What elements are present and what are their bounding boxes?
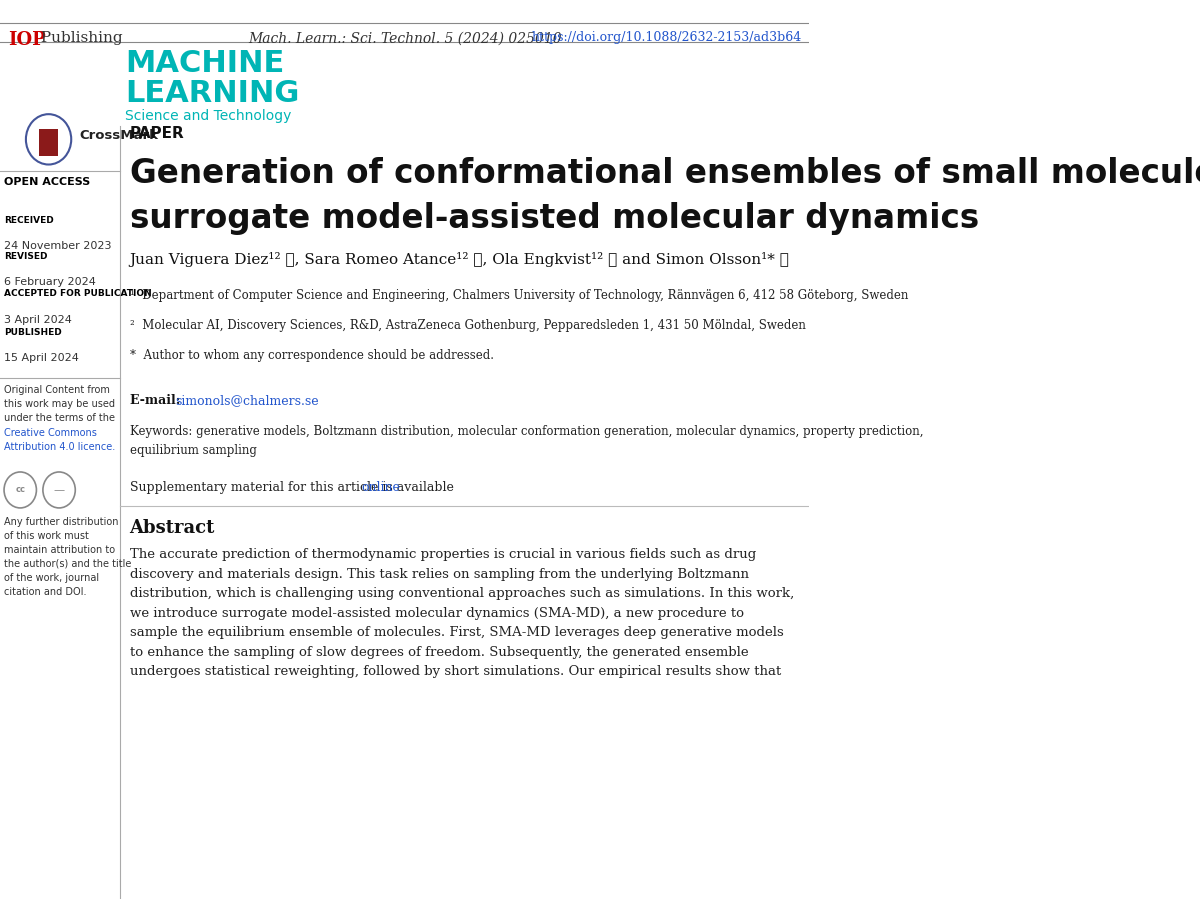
FancyBboxPatch shape xyxy=(38,129,59,156)
Text: https://doi.org/10.1088/2632-2153/ad3b64: https://doi.org/10.1088/2632-2153/ad3b64 xyxy=(532,31,802,44)
Text: PUBLISHED: PUBLISHED xyxy=(4,328,61,337)
Text: CrossMark: CrossMark xyxy=(79,129,158,142)
Text: 6 February 2024: 6 February 2024 xyxy=(4,277,96,287)
Text: —: — xyxy=(54,485,65,495)
Text: ¹  Department of Computer Science and Engineering, Chalmers University of Techno: ¹ Department of Computer Science and Eng… xyxy=(130,289,908,302)
Text: The accurate prediction of thermodynamic properties is crucial in various fields: The accurate prediction of thermodynamic… xyxy=(130,548,793,679)
Text: Abstract: Abstract xyxy=(130,519,215,537)
Text: Any further distribution
of this work must
maintain attribution to
the author(s): Any further distribution of this work mu… xyxy=(4,517,132,597)
Text: RECEIVED: RECEIVED xyxy=(4,216,54,225)
Text: OPEN ACCESS: OPEN ACCESS xyxy=(4,177,90,187)
Text: PAPER: PAPER xyxy=(130,126,185,141)
Text: Original Content from
this work may be used
under the terms of the: Original Content from this work may be u… xyxy=(4,385,115,437)
Text: Mach. Learn.: Sci. Technol. 5 (2024) 025010: Mach. Learn.: Sci. Technol. 5 (2024) 025… xyxy=(248,31,562,46)
Text: ²  Molecular AI, Discovery Sciences, R&D, AstraZeneca Gothenburg, Pepparedsleden: ² Molecular AI, Discovery Sciences, R&D,… xyxy=(130,319,805,332)
Text: cc: cc xyxy=(16,485,25,494)
Text: Generation of conformational ensembles of small molecules via: Generation of conformational ensembles o… xyxy=(130,157,1200,191)
Text: 24 November 2023: 24 November 2023 xyxy=(4,241,112,251)
Text: Publishing: Publishing xyxy=(36,31,124,46)
Text: Creative Commons
Attribution 4.0 licence.: Creative Commons Attribution 4.0 licence… xyxy=(4,428,115,452)
Text: IOP: IOP xyxy=(8,31,46,49)
Text: 3 April 2024: 3 April 2024 xyxy=(4,315,72,325)
Text: Juan Viguera Diez¹² ⓔ, Sara Romeo Atance¹² ⓔ, Ola Engkvist¹² ⓔ and Simon Olsson¹: Juan Viguera Diez¹² ⓔ, Sara Romeo Atance… xyxy=(130,252,790,267)
Text: ACCEPTED FOR PUBLICATION: ACCEPTED FOR PUBLICATION xyxy=(4,289,151,298)
Text: Science and Technology: Science and Technology xyxy=(126,109,292,123)
Text: Keywords: generative models, Boltzmann distribution, molecular conformation gene: Keywords: generative models, Boltzmann d… xyxy=(130,425,923,458)
Text: 15 April 2024: 15 April 2024 xyxy=(4,353,79,363)
Text: surrogate model-assisted molecular dynamics: surrogate model-assisted molecular dynam… xyxy=(130,202,979,236)
Text: online: online xyxy=(362,481,401,494)
Text: *  Author to whom any correspondence should be addressed.: * Author to whom any correspondence shou… xyxy=(130,349,493,361)
Text: simonols@chalmers.se: simonols@chalmers.se xyxy=(175,394,318,406)
Text: E-mail:: E-mail: xyxy=(130,394,185,406)
Text: REVISED: REVISED xyxy=(4,252,48,261)
Text: Supplementary material for this article is available: Supplementary material for this article … xyxy=(130,481,457,494)
Text: LEARNING: LEARNING xyxy=(126,79,300,108)
Text: MACHINE: MACHINE xyxy=(126,49,284,78)
